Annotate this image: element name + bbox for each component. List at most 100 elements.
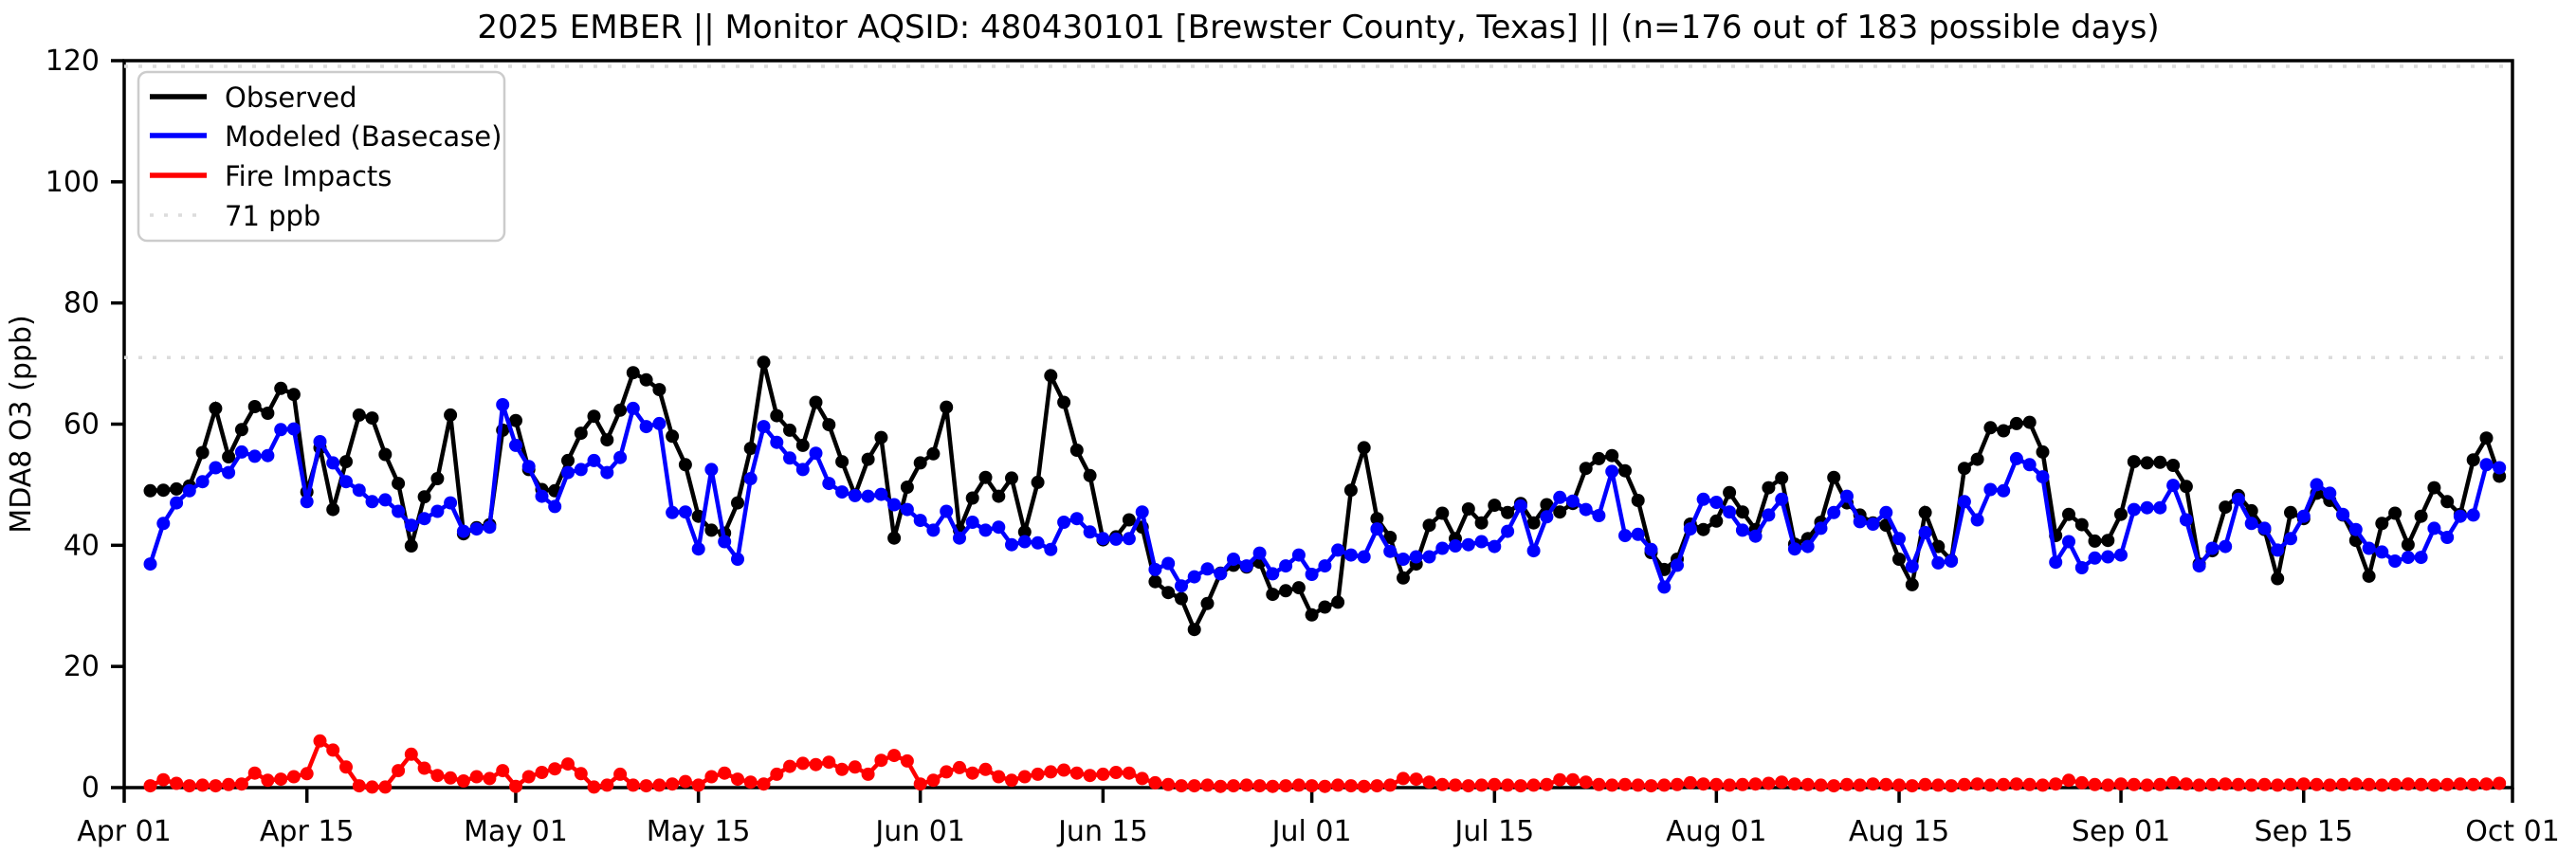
data-point (143, 483, 157, 498)
data-point (2022, 777, 2037, 791)
data-point (1723, 505, 1737, 519)
data-point (940, 504, 954, 518)
data-point (1671, 777, 1684, 791)
data-point (2140, 500, 2154, 515)
data-point (2257, 521, 2272, 535)
data-point (1787, 777, 1801, 791)
data-point (2388, 506, 2402, 520)
data-point (978, 762, 993, 776)
data-point (1266, 779, 1280, 793)
data-point (887, 531, 902, 545)
data-point (600, 465, 614, 480)
data-point (2466, 453, 2480, 467)
data-point (1579, 502, 1593, 517)
data-point (900, 753, 914, 768)
data-point (2323, 778, 2337, 792)
data-point (2114, 507, 2128, 521)
data-point (743, 442, 758, 456)
data-point (1957, 495, 1971, 509)
data-point (1305, 568, 1319, 581)
data-point (1017, 525, 1032, 539)
data-point (652, 416, 667, 430)
data-point (561, 757, 575, 771)
data-point (365, 780, 379, 794)
data-point (1291, 548, 1306, 562)
data-point (1553, 772, 1567, 787)
data-point (170, 776, 184, 790)
data-point (2244, 778, 2258, 792)
data-point (392, 477, 406, 491)
data-point (822, 477, 836, 491)
data-point (1161, 556, 1176, 571)
data-point (1605, 448, 1619, 463)
data-point (2388, 777, 2402, 791)
data-point (1501, 778, 1515, 792)
data-point (2479, 458, 2494, 472)
data-point (417, 512, 431, 526)
data-point (1827, 470, 1841, 484)
data-point (261, 448, 275, 463)
data-point (143, 779, 157, 793)
data-point (509, 413, 522, 427)
data-point (1383, 544, 1398, 558)
data-point (992, 520, 1006, 535)
data-point (953, 760, 966, 774)
data-point (1318, 600, 1332, 614)
data-point (757, 420, 771, 434)
data-point (469, 770, 484, 784)
data-point (365, 411, 379, 426)
data-point (1005, 773, 1018, 788)
data-point (2271, 572, 2285, 586)
data-point (1474, 516, 1489, 530)
data-point (1083, 769, 1097, 783)
data-point (247, 400, 262, 413)
data-point (718, 535, 732, 549)
data-point (404, 539, 418, 553)
data-point (1343, 548, 1358, 562)
data-point (170, 496, 184, 510)
data-point (1800, 539, 1815, 554)
data-point (483, 520, 497, 535)
data-point (795, 463, 810, 477)
data-point (392, 764, 406, 778)
data-point (2453, 777, 2467, 791)
data-point (1997, 483, 2011, 498)
data-point (1057, 516, 1071, 529)
data-point (1474, 778, 1489, 792)
data-point (1135, 771, 1149, 786)
data-point (1279, 779, 1293, 793)
data-point (2231, 492, 2245, 506)
data-point (1762, 481, 1776, 495)
data-point (430, 472, 445, 485)
data-point (365, 495, 379, 509)
data-point (339, 760, 353, 774)
data-point (1526, 778, 1541, 792)
data-point (2427, 481, 2441, 495)
data-point (2074, 561, 2089, 574)
data-point (2466, 777, 2480, 791)
data-point (548, 762, 562, 776)
data-point (587, 780, 601, 794)
data-point (2453, 509, 2467, 523)
x-tick-label: Aug 15 (1849, 815, 1949, 848)
data-point (926, 523, 941, 537)
data-point (222, 777, 236, 791)
data-point (2336, 777, 2350, 791)
data-point (1997, 777, 2011, 791)
data-point (1840, 489, 1854, 503)
data-point (1187, 779, 1201, 793)
data-point (600, 778, 614, 792)
data-point (2271, 778, 2285, 792)
data-point (1735, 505, 1749, 519)
data-point (1122, 532, 1136, 546)
data-point (404, 518, 418, 533)
data-point (1866, 517, 1880, 531)
data-point (1291, 581, 1306, 595)
data-point (1175, 591, 1188, 606)
data-point (1318, 559, 1332, 573)
data-point (900, 481, 914, 494)
data-point (2101, 550, 2115, 564)
data-point (874, 430, 888, 445)
data-point (2009, 451, 2023, 465)
data-point (1501, 505, 1515, 519)
